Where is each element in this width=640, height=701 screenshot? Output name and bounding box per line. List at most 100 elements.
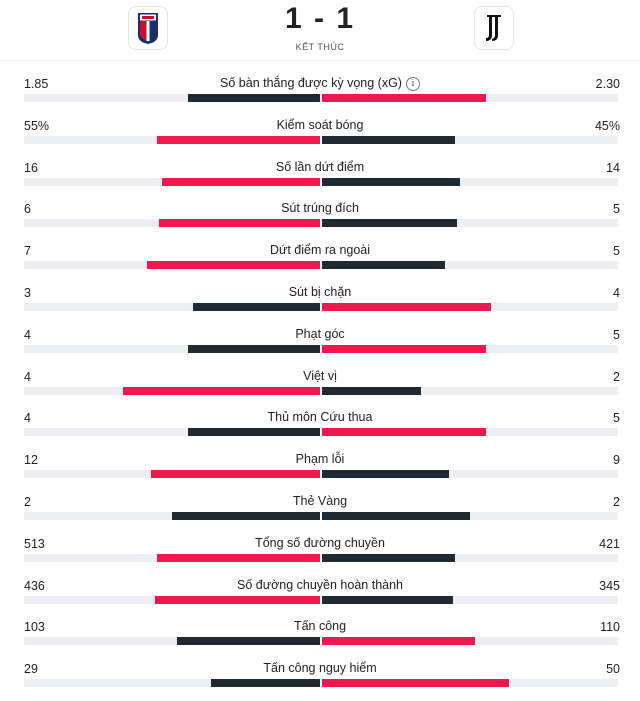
away-stat-bar [322, 219, 457, 228]
stat-row: 29 Tấn công nguy hiểm 50 [0, 659, 640, 701]
stats-list: 1.85 Số bàn thắng được kỳ vọng (xG) i 2.30 5… [0, 74, 640, 701]
away-stat-track [322, 511, 618, 520]
stat-label: Phạt góc [0, 327, 640, 341]
stat-label: Phạm lỗi [0, 452, 640, 466]
home-stat-bar [150, 470, 320, 479]
away-stat-bar [322, 94, 487, 102]
stat-row: 6 Sút trúng đích 5 [0, 199, 640, 241]
away-stat-value: 4 [613, 285, 620, 300]
home-stat-value: 3 [24, 285, 31, 300]
home-stat-bar [176, 637, 320, 646]
home-stat-track [24, 344, 320, 353]
stat-row: 4 Phạt góc 5 [0, 325, 640, 367]
stat-label: Việt vị [0, 369, 640, 383]
stat-row: 436 Số đường chuyền hoàn thành 345 [0, 576, 640, 618]
away-stat-value: 14 [606, 160, 620, 175]
away-stat-bar [322, 553, 456, 562]
away-stat-bar [322, 470, 449, 479]
home-stat-track [24, 135, 320, 144]
away-stat-track [322, 470, 618, 479]
home-stat-track [24, 219, 320, 228]
away-stat-bar [322, 344, 487, 353]
away-stat-bar [322, 637, 475, 646]
home-stat-value: 4 [24, 327, 31, 342]
home-stat-track [24, 637, 320, 646]
home-stat-track [24, 679, 320, 688]
home-stat-value: 6 [24, 202, 31, 217]
match-score: 1 - 1 [284, 2, 356, 35]
home-stat-bar [147, 261, 320, 270]
match-header: 1 - 1 KẾT THÚC [0, 0, 640, 61]
stat-row: 513 Tổng số đường chuyền 421 [0, 534, 640, 576]
home-stat-bar [154, 595, 320, 604]
home-stat-value: 7 [24, 244, 31, 259]
home-team-logo[interactable] [128, 6, 168, 50]
away-stat-track [322, 302, 618, 311]
stat-row: 55% Kiểm soát bóng 45% [0, 116, 640, 158]
stat-label: Dứt điểm ra ngoài [0, 243, 640, 257]
stat-row: 2 Thẻ Vàng 2 [0, 492, 640, 534]
stat-label: Số bàn thắng được kỳ vọng (xG) i [0, 76, 640, 91]
away-stat-value: 2 [613, 369, 620, 384]
away-stat-value: 421 [599, 536, 620, 551]
away-stat-value: 2 [613, 494, 620, 509]
stat-row: 103 Tấn công 110 [0, 617, 640, 659]
home-stat-bar [172, 511, 320, 520]
away-stat-bar [322, 261, 446, 270]
stat-label: Tấn công nguy hiểm [0, 661, 640, 675]
home-stat-track [24, 261, 320, 270]
info-icon[interactable]: i [405, 77, 420, 91]
stat-row: 1.85 Số bàn thắng được kỳ vọng (xG) i 2.30 [0, 74, 640, 116]
home-stat-value: 1.85 [24, 77, 49, 91]
away-stat-value: 5 [613, 202, 620, 217]
home-stat-track [24, 428, 320, 437]
away-stat-bar [322, 135, 456, 144]
away-stat-value: 5 [613, 411, 620, 426]
home-stat-bar [188, 94, 320, 102]
stat-label: Tổng số đường chuyền [0, 536, 640, 550]
away-team-logo[interactable] [474, 6, 514, 50]
home-stat-bar [158, 219, 320, 228]
home-stat-bar [157, 135, 320, 144]
stat-label-text: Phạt góc [295, 326, 345, 341]
home-stat-bar [193, 302, 320, 311]
home-stat-value: 103 [24, 620, 45, 635]
home-stat-bar [122, 386, 320, 395]
stat-label-text: Kiểm soát bóng [276, 117, 364, 132]
stat-row: 3 Sút bị chặn 4 [0, 283, 640, 325]
stat-row: 4 Thủ môn Cứu thua 5 [0, 408, 640, 450]
home-stat-value: 2 [24, 494, 31, 509]
away-stat-value: 5 [613, 327, 620, 342]
stat-label-text: Phạm lỗi [295, 452, 345, 467]
away-stat-bar [322, 428, 487, 437]
stat-label-text: Sút trúng đích [281, 201, 359, 216]
juventus-crest-icon [486, 15, 501, 41]
stat-row: 7 Dứt điểm ra ngoài 5 [0, 241, 640, 283]
away-stat-bar [322, 595, 453, 604]
stat-label: Thẻ Vàng [0, 494, 640, 508]
stat-label-text: Tấn công [293, 619, 347, 634]
away-stat-track [322, 679, 618, 688]
away-stat-bar [322, 302, 492, 311]
home-stat-track [24, 595, 320, 604]
away-stat-value: 50 [606, 662, 620, 677]
home-stat-track [24, 302, 320, 311]
home-stat-bar [188, 428, 320, 437]
home-stat-track [24, 94, 320, 102]
home-stat-bar [162, 177, 320, 186]
away-stat-track [322, 595, 618, 604]
stat-label-text: Số bàn thắng được kỳ vọng (xG) [220, 76, 402, 90]
home-stat-value: 16 [24, 160, 38, 175]
stat-label: Số lần dứt điểm [0, 160, 640, 174]
home-stat-track [24, 177, 320, 186]
away-stat-bar [322, 679, 510, 688]
away-stat-value: 9 [613, 453, 620, 468]
stat-label-text: Việt vị [303, 368, 337, 383]
away-stat-value: 2.30 [595, 77, 620, 91]
away-stat-value: 110 [600, 620, 620, 635]
stat-label-text: Tấn công nguy hiểm [263, 661, 377, 676]
home-stat-bar [211, 679, 320, 688]
stat-label-text: Thủ môn Cứu thua [267, 410, 373, 425]
away-stat-track [322, 94, 618, 102]
home-stat-value: 29 [24, 662, 38, 677]
